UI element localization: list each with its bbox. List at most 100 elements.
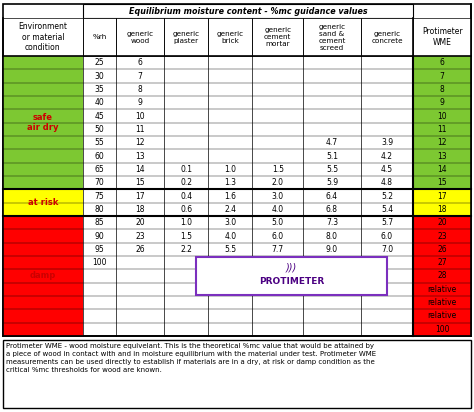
Text: generic
brick: generic brick (217, 30, 244, 44)
Text: 7.7: 7.7 (272, 245, 284, 254)
Bar (361, 18, 413, 56)
Text: 23: 23 (135, 232, 145, 241)
Text: 5.9: 5.9 (326, 178, 338, 187)
Text: 85: 85 (94, 218, 104, 227)
Text: at risk: at risk (28, 198, 58, 207)
Bar (253, 18, 303, 56)
Bar (413, 190, 471, 216)
Text: 28: 28 (438, 272, 447, 281)
Text: 26: 26 (438, 245, 447, 254)
Text: 4.2: 4.2 (381, 152, 393, 161)
Text: 6: 6 (440, 58, 445, 67)
Text: 4.0: 4.0 (272, 205, 284, 214)
Text: 100: 100 (92, 258, 107, 267)
Text: generic
concrete: generic concrete (371, 30, 403, 44)
Bar (3, 216, 83, 336)
Text: 26: 26 (135, 245, 145, 254)
Text: 90: 90 (94, 232, 104, 241)
Bar (413, 56, 471, 190)
Text: relative: relative (428, 285, 457, 294)
Text: 3.0: 3.0 (272, 192, 284, 201)
Text: 15: 15 (135, 178, 145, 187)
Text: 10: 10 (438, 112, 447, 120)
Text: 5.5: 5.5 (224, 245, 237, 254)
Text: 3.0: 3.0 (224, 218, 237, 227)
Text: 7.3: 7.3 (326, 218, 338, 227)
Text: 13: 13 (438, 152, 447, 161)
Text: 0.2: 0.2 (180, 178, 192, 187)
Text: 60: 60 (94, 152, 104, 161)
Text: 5.4: 5.4 (381, 205, 393, 214)
Text: 1.0: 1.0 (224, 165, 237, 174)
Text: 0.6: 0.6 (180, 205, 192, 214)
Text: 6.0: 6.0 (381, 232, 393, 241)
Text: 11: 11 (438, 125, 447, 134)
Text: 4.0: 4.0 (224, 232, 237, 241)
Text: 35: 35 (94, 85, 104, 94)
Text: PROTIMETER: PROTIMETER (259, 277, 324, 286)
Text: 5.2: 5.2 (381, 192, 393, 201)
Text: 75: 75 (94, 192, 104, 201)
Text: 20: 20 (438, 218, 447, 227)
Text: 0.4: 0.4 (180, 192, 192, 201)
Bar (3, 56, 83, 190)
Text: 1.6: 1.6 (224, 192, 237, 201)
Text: 8: 8 (440, 85, 445, 94)
Text: 9.0: 9.0 (326, 245, 338, 254)
Text: 30: 30 (94, 72, 104, 80)
Text: 50: 50 (94, 125, 104, 134)
Bar (3, 190, 83, 216)
Text: 15: 15 (438, 178, 447, 187)
Bar (3, 340, 471, 408)
Text: 6: 6 (137, 58, 143, 67)
Text: 70: 70 (94, 178, 104, 187)
Text: generic
plaster: generic plaster (173, 30, 200, 44)
Text: safe
air dry: safe air dry (27, 113, 59, 132)
Text: 8: 8 (138, 85, 143, 94)
Text: 12: 12 (136, 138, 145, 147)
Text: 6.0: 6.0 (272, 232, 284, 241)
Text: 12: 12 (438, 138, 447, 147)
Text: 13: 13 (135, 152, 145, 161)
Text: generic
cement
mortar: generic cement mortar (264, 27, 292, 47)
Text: 10: 10 (135, 112, 145, 120)
Text: 5.7: 5.7 (381, 218, 393, 227)
Text: 100: 100 (435, 325, 449, 334)
Text: 1.3: 1.3 (224, 178, 237, 187)
Text: 2.0: 2.0 (272, 178, 284, 187)
Text: 5.5: 5.5 (326, 165, 338, 174)
Text: 1.5: 1.5 (180, 232, 192, 241)
Text: relative: relative (428, 298, 457, 307)
Text: 65: 65 (94, 165, 104, 174)
Text: 18: 18 (438, 205, 447, 214)
Text: 0.1: 0.1 (180, 165, 192, 174)
Text: %rh: %rh (92, 34, 107, 40)
Bar (303, 18, 361, 56)
Text: 23: 23 (438, 232, 447, 241)
Text: 7: 7 (137, 72, 143, 80)
Text: 40: 40 (94, 98, 104, 107)
Text: 95: 95 (94, 245, 104, 254)
Text: 5.0: 5.0 (272, 218, 284, 227)
Text: 14: 14 (135, 165, 145, 174)
Text: 2.4: 2.4 (224, 205, 237, 214)
Text: 17: 17 (135, 192, 145, 201)
Text: 11: 11 (136, 125, 145, 134)
Bar (3, 18, 83, 56)
Text: 4.8: 4.8 (381, 178, 393, 187)
Text: 4.7: 4.7 (326, 138, 338, 147)
Bar (164, 18, 209, 56)
Text: 7: 7 (440, 72, 445, 80)
Text: 45: 45 (94, 112, 104, 120)
Text: 1.5: 1.5 (272, 165, 284, 174)
Text: 3.9: 3.9 (381, 138, 393, 147)
Text: 55: 55 (94, 138, 104, 147)
Text: 6.4: 6.4 (326, 192, 338, 201)
Text: 17: 17 (438, 192, 447, 201)
Bar (116, 18, 164, 56)
Text: 14: 14 (438, 165, 447, 174)
Text: Environment
or material
condition: Environment or material condition (18, 22, 67, 52)
Bar (209, 18, 253, 56)
Bar (413, 18, 471, 56)
Text: 9: 9 (440, 98, 445, 107)
